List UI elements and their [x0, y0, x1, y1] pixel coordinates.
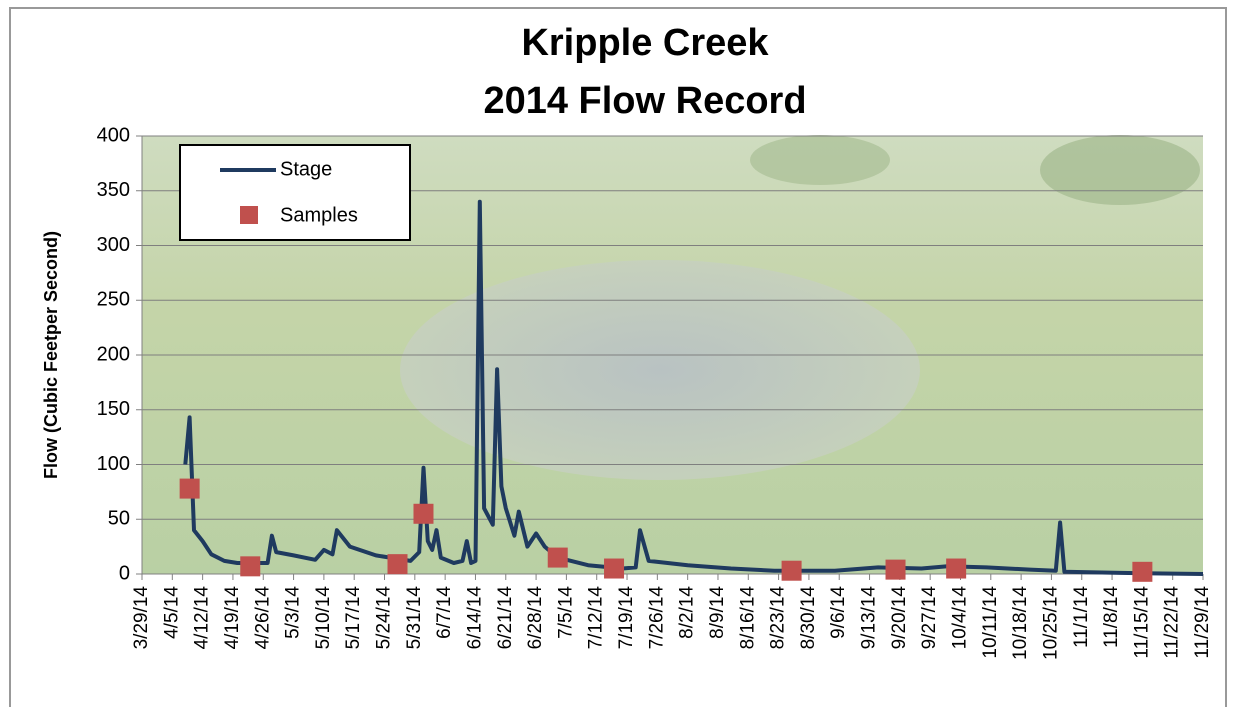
y-tick-label: 400 [97, 124, 130, 146]
x-tick-label: 4/26/14 [252, 586, 273, 650]
y-axis-label: Flow (Cubic Feetper Second) [41, 231, 61, 479]
y-tick-label: 100 [97, 453, 130, 475]
x-tick-label: 11/1/14 [1071, 586, 1092, 648]
x-tick-label: 6/21/14 [495, 586, 516, 650]
x-tick-label: 9/27/14 [919, 586, 940, 650]
x-tick-label: 10/11/14 [980, 586, 1001, 659]
y-tick-label: 0 [119, 562, 130, 584]
sample-marker [604, 559, 624, 579]
y-tick-label: 250 [97, 289, 130, 311]
x-tick-label: 5/10/14 [313, 586, 334, 650]
x-tick-label: 5/17/14 [343, 586, 364, 650]
x-tick-label: 11/15/14 [1131, 586, 1152, 659]
x-tick-label: 11/8/14 [1101, 586, 1122, 648]
sample-marker [782, 561, 802, 581]
x-tick-label: 4/12/14 [192, 586, 213, 650]
tree-image [1040, 135, 1200, 205]
x-tick-label: 5/24/14 [374, 586, 395, 650]
x-tick-label: 3/29/14 [131, 586, 152, 650]
x-tick-label: 7/19/14 [616, 586, 637, 650]
y-tick-label: 350 [97, 179, 130, 201]
tree-image [750, 135, 890, 185]
x-tick-label: 6/14/14 [464, 586, 485, 650]
sample-marker [946, 559, 966, 579]
x-tick-label: 6/28/14 [525, 586, 546, 650]
x-tick-label: 5/31/14 [404, 586, 425, 650]
sample-marker [1132, 562, 1152, 582]
chart-subtitle: 2014 Flow Record [483, 80, 806, 122]
sample-marker [388, 554, 408, 574]
x-tick-label: 11/29/14 [1192, 586, 1213, 659]
x-tick-label: 7/12/14 [586, 586, 607, 650]
x-tick-label: 8/9/14 [707, 586, 728, 639]
x-tick-label: 8/23/14 [768, 586, 789, 650]
sample-marker [240, 556, 260, 576]
x-tick-label: 7/5/14 [555, 586, 576, 639]
x-tick-label: 6/7/14 [434, 586, 455, 639]
legend-label: Samples [280, 204, 358, 226]
page: Kripple Creek 2014 Flow Record Flow (Cub… [0, 0, 1233, 712]
x-tick-label: 9/6/14 [828, 586, 849, 639]
sample-marker [413, 504, 433, 524]
x-tick-label: 8/2/14 [677, 586, 698, 639]
sample-marker [886, 560, 906, 580]
x-tick-label: 4/19/14 [222, 586, 243, 650]
x-tick-label: 10/18/14 [1010, 586, 1031, 660]
x-tick-label: 10/4/14 [950, 586, 971, 650]
y-tick-label: 200 [97, 343, 130, 365]
sample-marker [548, 548, 568, 568]
y-tick-label: 50 [108, 508, 130, 530]
x-tick-label: 10/25/14 [1040, 586, 1061, 660]
chart-title: Kripple Creek [521, 22, 769, 64]
x-tick-label: 8/30/14 [798, 586, 819, 650]
chart: Kripple Creek 2014 Flow Record Flow (Cub… [0, 0, 1233, 707]
legend-marker [240, 206, 258, 224]
x-tick-label: 8/16/14 [737, 586, 758, 650]
sample-marker [180, 479, 200, 499]
x-tick-label: 4/5/14 [161, 586, 182, 639]
legend-label: Stage [280, 158, 332, 180]
x-tick-label: 7/26/14 [646, 586, 667, 650]
y-tick-label: 150 [97, 398, 130, 420]
x-tick-label: 9/13/14 [859, 586, 880, 650]
x-tick-label: 9/20/14 [889, 586, 910, 650]
x-tick-label: 11/22/14 [1162, 586, 1183, 659]
y-tick-label: 300 [97, 234, 130, 256]
x-tick-label: 5/3/14 [283, 586, 304, 639]
